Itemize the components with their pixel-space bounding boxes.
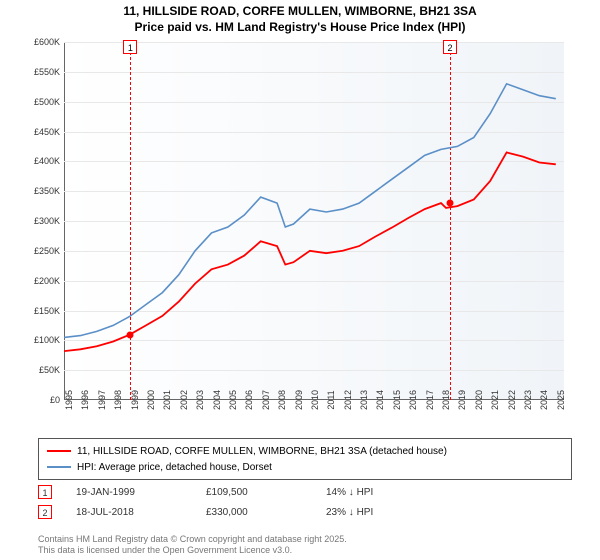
series-hpi bbox=[64, 84, 556, 338]
legend-row-hpi: HPI: Average price, detached house, Dors… bbox=[47, 459, 563, 475]
transaction-diff: 23% ↓ HPI bbox=[326, 507, 446, 518]
y-tick-label: £550K bbox=[34, 67, 60, 77]
y-tick-label: £200K bbox=[34, 276, 60, 286]
transaction-row: 2 18-JUL-2018 £330,000 23% ↓ HPI bbox=[38, 502, 446, 522]
transaction-price: £330,000 bbox=[206, 507, 326, 518]
title-line-2: Price paid vs. HM Land Registry's House … bbox=[0, 20, 600, 36]
y-tick-label: £150K bbox=[34, 306, 60, 316]
line-chart-svg bbox=[64, 42, 564, 400]
legend-label-hpi: HPI: Average price, detached house, Dors… bbox=[77, 462, 272, 473]
y-tick-label: £500K bbox=[34, 97, 60, 107]
y-tick-label: £50K bbox=[39, 365, 60, 375]
legend-swatch-price-paid bbox=[47, 450, 71, 452]
y-tick-label: £350K bbox=[34, 186, 60, 196]
legend: 11, HILLSIDE ROAD, CORFE MULLEN, WIMBORN… bbox=[38, 438, 572, 480]
y-tick-label: £300K bbox=[34, 216, 60, 226]
y-tick-label: £0 bbox=[50, 395, 60, 405]
sale-point-1 bbox=[127, 331, 134, 338]
legend-label-price-paid: 11, HILLSIDE ROAD, CORFE MULLEN, WIMBORN… bbox=[77, 446, 447, 457]
transaction-row: 1 19-JAN-1999 £109,500 14% ↓ HPI bbox=[38, 482, 446, 502]
footnote: Contains HM Land Registry data © Crown c… bbox=[38, 534, 347, 556]
footnote-line-1: Contains HM Land Registry data © Crown c… bbox=[38, 534, 347, 545]
transactions-table: 1 19-JAN-1999 £109,500 14% ↓ HPI 2 18-JU… bbox=[38, 482, 446, 522]
legend-swatch-hpi bbox=[47, 466, 71, 468]
y-tick-label: £400K bbox=[34, 156, 60, 166]
sale-point-2 bbox=[447, 200, 454, 207]
series-price_paid bbox=[64, 152, 556, 351]
transaction-price: £109,500 bbox=[206, 487, 326, 498]
y-tick-label: £450K bbox=[34, 127, 60, 137]
transaction-marker-1: 1 bbox=[38, 485, 52, 499]
transaction-date: 18-JUL-2018 bbox=[76, 507, 206, 518]
title-line-1: 11, HILLSIDE ROAD, CORFE MULLEN, WIMBORN… bbox=[0, 4, 600, 20]
y-tick-label: £100K bbox=[34, 335, 60, 345]
transaction-date: 19-JAN-1999 bbox=[76, 487, 206, 498]
chart-container: 11, HILLSIDE ROAD, CORFE MULLEN, WIMBORN… bbox=[0, 0, 600, 560]
transaction-diff: 14% ↓ HPI bbox=[326, 487, 446, 498]
title-block: 11, HILLSIDE ROAD, CORFE MULLEN, WIMBORN… bbox=[0, 0, 600, 37]
chart-area: £0£50K£100K£150K£200K£250K£300K£350K£400… bbox=[38, 42, 590, 400]
legend-row-price-paid: 11, HILLSIDE ROAD, CORFE MULLEN, WIMBORN… bbox=[47, 443, 563, 459]
footnote-line-2: This data is licensed under the Open Gov… bbox=[38, 545, 347, 556]
transaction-marker-2: 2 bbox=[38, 505, 52, 519]
y-tick-label: £250K bbox=[34, 246, 60, 256]
y-tick-label: £600K bbox=[34, 37, 60, 47]
